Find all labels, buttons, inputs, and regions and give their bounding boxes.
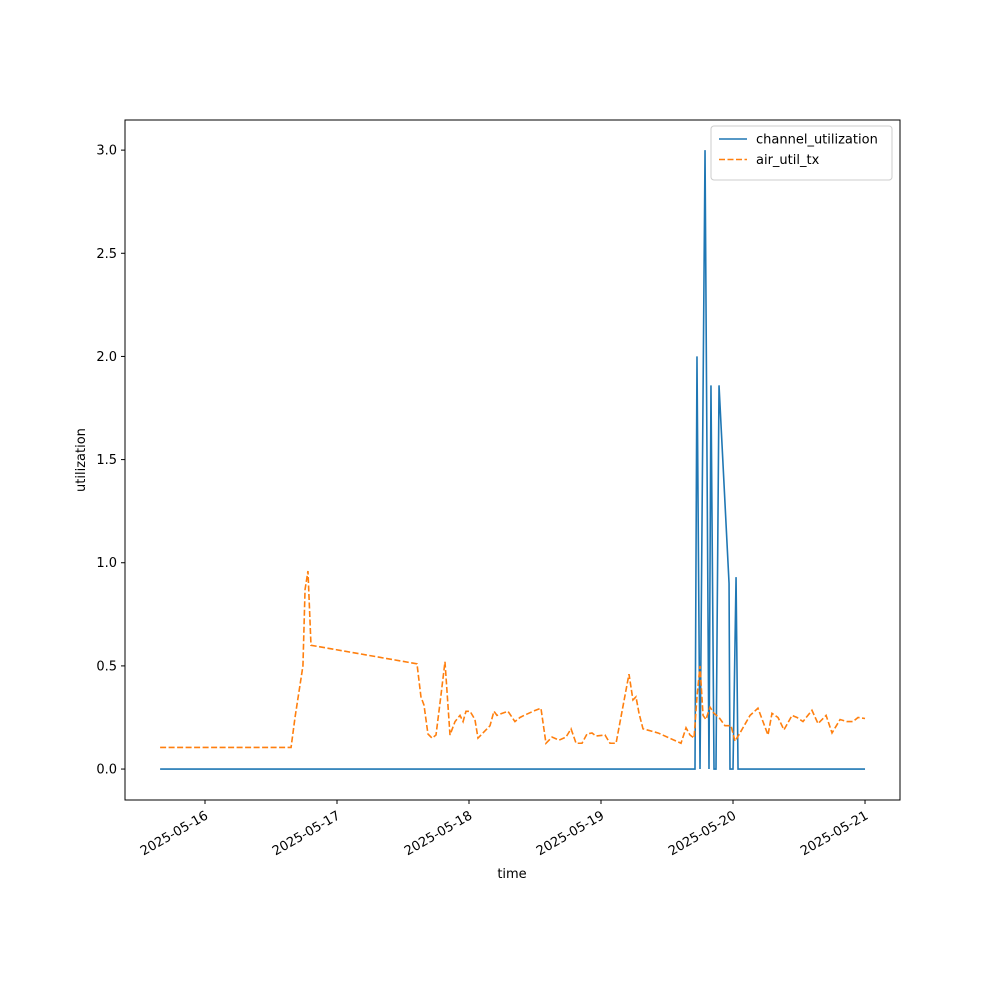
x-tick-label: 2025-05-18 xyxy=(402,808,475,859)
x-tick-label: 2025-05-21 xyxy=(798,808,871,859)
y-tick-label: 1.0 xyxy=(96,556,117,571)
x-axis-label: time xyxy=(497,867,526,882)
y-tick-label: 3.0 xyxy=(96,144,117,159)
legend: channel_utilization air_util_tx xyxy=(710,125,893,181)
y-tick-label: 1.5 xyxy=(96,453,117,468)
x-tick-label: 2025-05-16 xyxy=(138,808,211,859)
y-tick-label: 0.5 xyxy=(96,659,117,674)
x-tick-label: 2025-05-17 xyxy=(270,808,343,859)
line-series xyxy=(160,570,866,749)
y-tick-label: 0.0 xyxy=(96,763,117,778)
y-tick-label: 2.0 xyxy=(96,350,117,365)
y-axis-label: utilization xyxy=(74,428,89,492)
y-tick-label: 2.5 xyxy=(96,247,117,262)
legend-label: channel_utilization xyxy=(756,133,878,148)
legend-frame xyxy=(710,125,893,181)
x-tick-label: 2025-05-20 xyxy=(666,808,739,859)
x-tick-label: 2025-05-19 xyxy=(534,808,607,859)
plot-frame xyxy=(124,119,901,801)
line-series xyxy=(160,150,866,770)
legend-label: air_util_tx xyxy=(756,153,820,168)
